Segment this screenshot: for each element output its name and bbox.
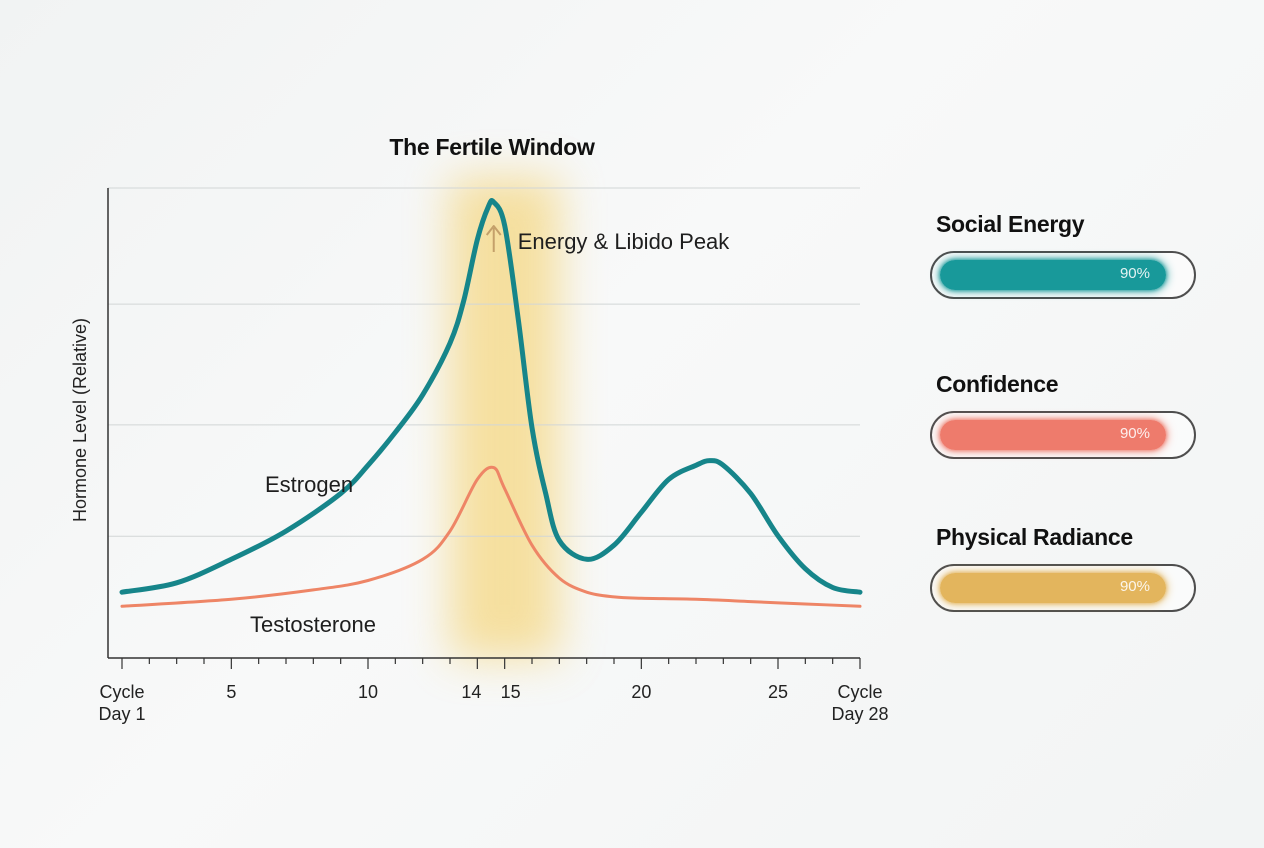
social-energy-meter: 90% bbox=[930, 251, 1196, 299]
fertile-window-band bbox=[450, 178, 560, 658]
x-tick-label: 10 bbox=[358, 682, 378, 702]
confidence-meter-fill: 90% bbox=[940, 420, 1166, 450]
annotation-label: Energy & Libido Peak bbox=[518, 229, 731, 254]
confidence-title: Confidence bbox=[936, 371, 1059, 397]
physical-radiance-title: Physical Radiance bbox=[936, 524, 1133, 550]
x-tick-label: 14 bbox=[461, 682, 481, 702]
x-tick-label: 25 bbox=[768, 682, 788, 702]
x-tick-label: Cycle Day 1 bbox=[98, 682, 145, 724]
confidence-meter: 90% bbox=[930, 411, 1196, 459]
testosterone-line bbox=[120, 465, 862, 608]
annotation-arrowhead bbox=[485, 225, 502, 236]
chart-title: The Fertile Window bbox=[389, 134, 595, 160]
testosterone-label: Testosterone bbox=[250, 612, 376, 637]
x-tick-label: 5 bbox=[226, 682, 236, 702]
social-energy-title: Social Energy bbox=[936, 211, 1085, 237]
social-energy-value: 90% bbox=[1119, 265, 1150, 282]
confidence-value: 90% bbox=[1119, 425, 1150, 442]
x-tick-label: 15 bbox=[501, 682, 521, 702]
physical-radiance-value: 90% bbox=[1119, 578, 1150, 595]
estrogen-label: Estrogen bbox=[265, 472, 353, 497]
physical-radiance-meter: 90% bbox=[930, 564, 1196, 612]
physical-radiance-meter-fill: 90% bbox=[940, 573, 1166, 603]
estrogen-line bbox=[119, 198, 863, 595]
x-tick-label: 20 bbox=[631, 682, 651, 702]
social-energy-meter-fill: 90% bbox=[940, 260, 1166, 290]
y-axis-label: Hormone Level (Relative) bbox=[70, 318, 90, 522]
x-tick-label: Cycle Day 28 bbox=[831, 682, 888, 724]
